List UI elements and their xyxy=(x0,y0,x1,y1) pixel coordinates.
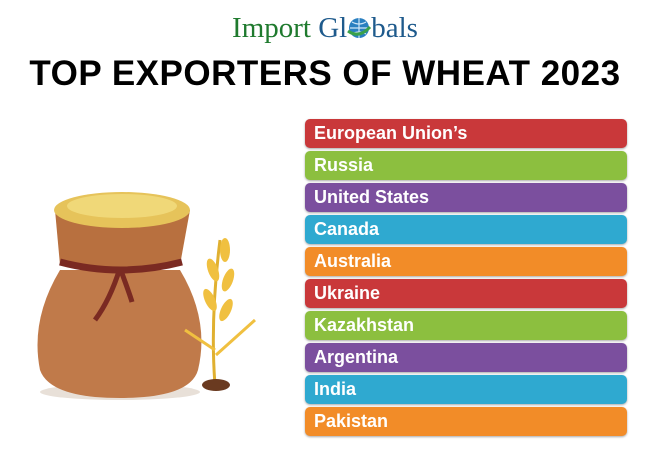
exporter-bar-kazakhstan: Kazakhstan xyxy=(305,311,627,340)
exporter-bar-ukraine: Ukraine xyxy=(305,279,627,308)
exporter-list: European Union’s Russia United States Ca… xyxy=(305,119,627,439)
logo-text-bals: bals xyxy=(371,12,418,44)
exporter-bar-australia: Australia xyxy=(305,247,627,276)
exporter-bar-india: India xyxy=(305,375,627,404)
wheat-sack-illustration xyxy=(37,192,257,400)
exporter-bar-pakistan: Pakistan xyxy=(305,407,627,436)
exporter-bar-canada: Canada xyxy=(305,215,627,244)
exporter-bar-united-states: United States xyxy=(305,183,627,212)
exporter-bar-russia: Russia xyxy=(305,151,627,180)
page-title: TOP EXPORTERS OF WHEAT 2023 xyxy=(29,54,621,93)
logo-text-import: Import xyxy=(232,12,319,44)
logo-text-gl: Gl xyxy=(318,12,348,44)
wheat-stalk-icon xyxy=(184,238,257,391)
globe-icon xyxy=(347,18,372,38)
exporter-bar-european-union: European Union’s xyxy=(305,119,627,148)
exporter-bar-argentina: Argentina xyxy=(305,343,627,372)
logo: Import Gl bals xyxy=(0,12,650,45)
